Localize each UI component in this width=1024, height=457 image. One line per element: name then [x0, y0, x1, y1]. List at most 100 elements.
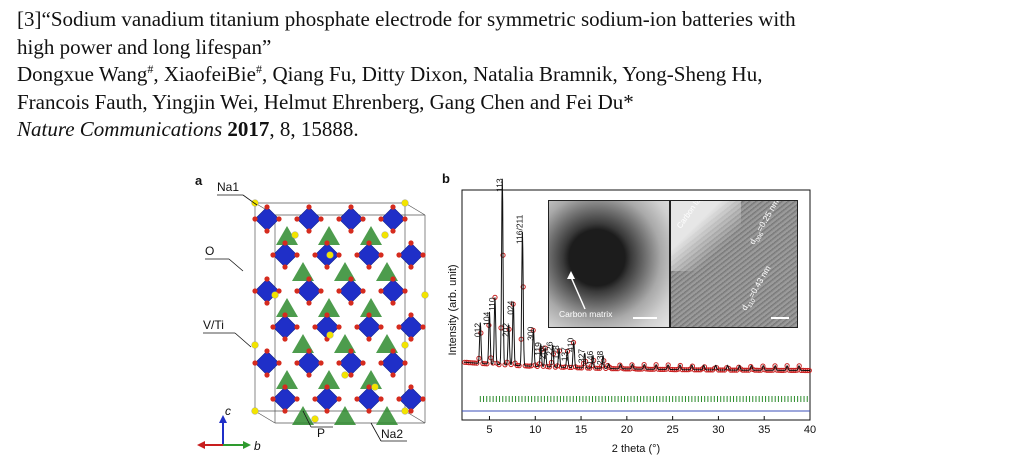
oxygen-atom	[378, 216, 384, 222]
phosphate-tetrahedron	[334, 262, 356, 281]
oxygen-atom	[252, 288, 258, 294]
oxygen-atom	[354, 252, 360, 258]
oxygen-atom	[264, 204, 270, 210]
oxygen-atom	[360, 360, 366, 366]
oxygen-atom	[336, 324, 342, 330]
phosphate-tetrahedron	[334, 334, 356, 353]
phosphate-tetrahedron	[376, 262, 398, 281]
carbon-matrix-arrow	[567, 271, 586, 310]
label-v-ti: V/Ti	[203, 318, 224, 332]
equal-contribution-mark: #	[147, 62, 154, 76]
peak-label: 226	[545, 341, 555, 355]
oxygen-atom	[318, 216, 324, 222]
volume: , 8	[269, 117, 291, 141]
oxygen-atom	[390, 204, 396, 210]
citation-authors-line1: Dongxue Wang#, XiaofeiBie#, Qiang Fu, Di…	[17, 61, 1017, 89]
unit-cell-edge	[404, 202, 426, 216]
axis-a-arrowhead	[197, 441, 205, 449]
sodium-atom	[381, 231, 389, 239]
phosphate-tetrahedron	[318, 226, 340, 245]
vanadium-titanium-octahedron	[398, 386, 424, 412]
oxygen-atom	[378, 396, 384, 402]
oxygen-atom	[402, 216, 408, 222]
oxygen-atom	[336, 288, 342, 294]
oxygen-atom	[378, 360, 384, 366]
sodium-atom	[251, 199, 259, 207]
panel-label-a: a	[195, 175, 203, 188]
vanadium-titanium-octahedron	[356, 242, 382, 268]
x-axis-label: 2 theta (°)	[612, 443, 660, 455]
oxygen-atom	[408, 336, 414, 342]
unit-cell-edge	[254, 410, 276, 424]
vanadium-titanium-octahedron	[380, 206, 406, 232]
observed-point	[796, 363, 802, 369]
vanadium-titanium-octahedron	[272, 242, 298, 268]
oxygen-atom	[402, 360, 408, 366]
d-spacing-110: d110=0.43 nm	[739, 263, 773, 312]
oxygen-atom	[348, 204, 354, 210]
vanadium-titanium-octahedron	[272, 386, 298, 412]
panel-label-b: b	[442, 171, 450, 186]
oxygen-atom	[306, 204, 312, 210]
oxygen-atom	[306, 348, 312, 354]
journal-name: Nature Communications	[17, 117, 223, 141]
bragg-positions	[479, 396, 808, 402]
axis-label-b: b	[254, 439, 261, 453]
peak-label: 113	[494, 178, 504, 192]
pages: , 15888.	[290, 117, 359, 141]
peak-label: 012	[472, 323, 482, 337]
observed-point	[496, 362, 502, 368]
vanadium-titanium-octahedron	[296, 350, 322, 376]
oxygen-atom	[282, 264, 288, 270]
oxygen-atom	[294, 252, 300, 258]
d-spacing-006: d006=0.25 nm	[747, 200, 781, 246]
phosphate-tetrahedron	[292, 406, 314, 425]
vanadium-titanium-octahedron	[272, 314, 298, 340]
vanadium-titanium-octahedron	[356, 314, 382, 340]
peak-label: 137	[559, 347, 569, 361]
oxygen-atom	[276, 360, 282, 366]
oxygen-atom	[306, 276, 312, 282]
oxygen-atom	[312, 396, 318, 402]
observed-point	[772, 363, 778, 369]
oxygen-atom	[336, 252, 342, 258]
oxygen-atom	[408, 384, 414, 390]
sodium-atom	[401, 199, 409, 207]
oxygen-atom	[366, 408, 372, 414]
vanadium-titanium-octahedron	[314, 386, 340, 412]
label-phosphorus: P	[317, 426, 325, 440]
peak-label: 238	[595, 351, 605, 365]
peak-label: 327	[577, 349, 587, 363]
oxygen-atom	[390, 276, 396, 282]
author-name: , XiaofeiBie	[153, 62, 256, 86]
vanadium-titanium-octahedron	[356, 386, 382, 412]
oxygen-atom	[378, 324, 384, 330]
sodium-atom	[311, 415, 319, 423]
oxygen-atom	[294, 360, 300, 366]
oxygen-atom	[360, 288, 366, 294]
reference-number: [3]	[17, 7, 42, 31]
vanadium-titanium-octahedron	[398, 242, 424, 268]
x-tick-label: 20	[621, 424, 633, 436]
oxygen-atom	[390, 300, 396, 306]
oxygen-atom	[336, 360, 342, 366]
oxygen-atom	[324, 240, 330, 246]
label-na2: Na2	[381, 427, 403, 441]
vanadium-titanium-octahedron	[338, 206, 364, 232]
observed-point	[653, 362, 659, 368]
vanadium-titanium-octahedron	[380, 350, 406, 376]
phosphate-tetrahedron	[318, 298, 340, 317]
oxygen-atom	[324, 264, 330, 270]
oxygen-atom	[252, 216, 258, 222]
phosphate-tetrahedron	[292, 262, 314, 281]
oxygen-atom	[306, 372, 312, 378]
oxygen-atom	[324, 384, 330, 390]
phosphate-tetrahedron	[276, 226, 298, 245]
citation: [3]“Sodium vanadium titanium phosphate e…	[17, 6, 1017, 144]
oxygen-atom	[294, 324, 300, 330]
peak-label: 110	[487, 297, 497, 311]
observed-point	[641, 362, 647, 368]
sodium-atom	[291, 231, 299, 239]
oxygen-atom	[402, 288, 408, 294]
peak-label: 146	[585, 351, 595, 365]
